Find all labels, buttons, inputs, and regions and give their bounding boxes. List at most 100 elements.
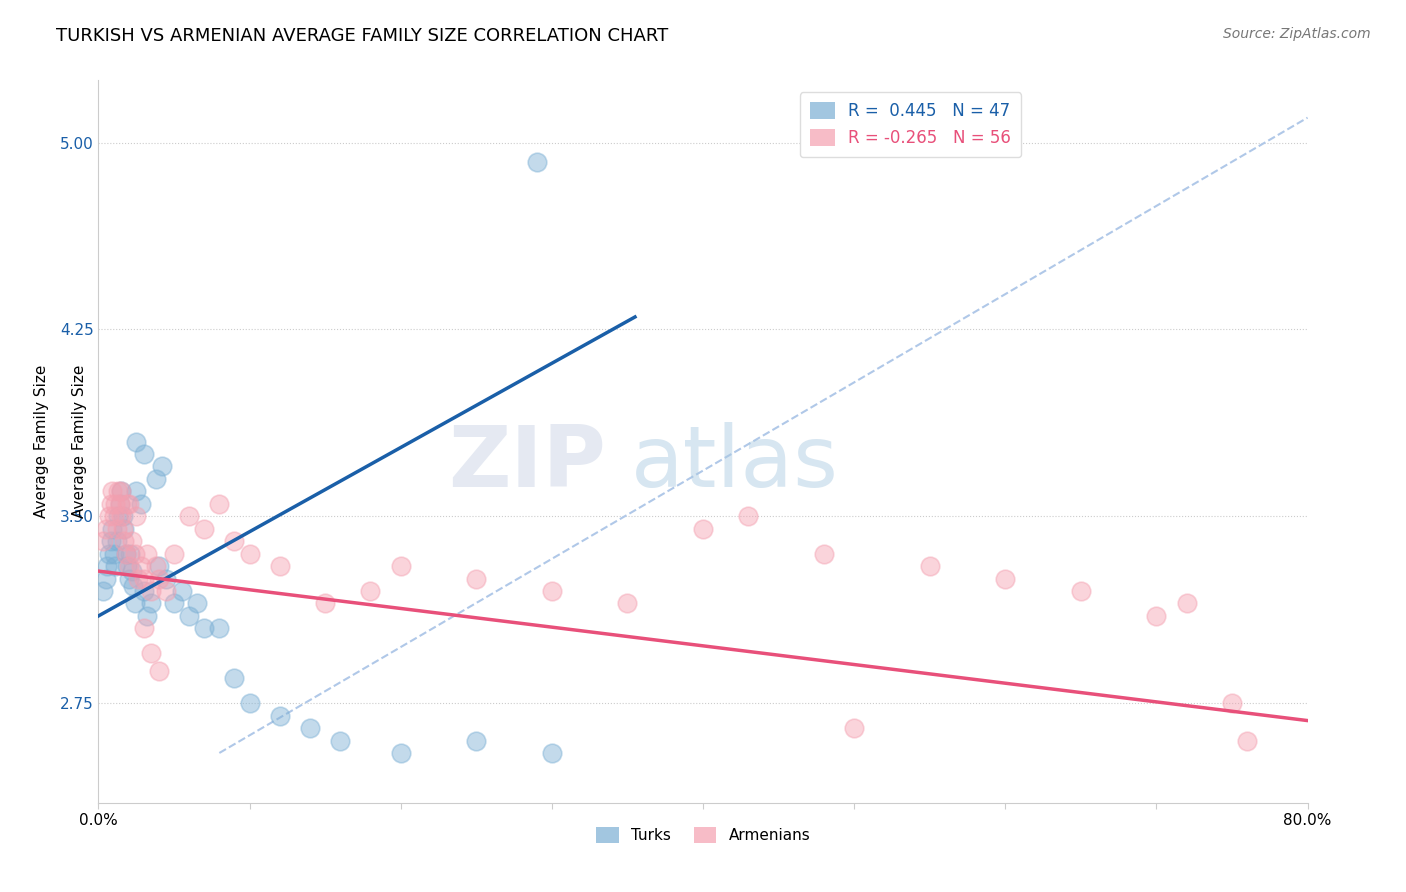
Point — [155, 584, 177, 599]
Point — [616, 597, 638, 611]
Point — [91, 584, 114, 599]
Point — [118, 559, 141, 574]
Point — [224, 671, 246, 685]
Point — [208, 621, 231, 635]
Point — [108, 497, 131, 511]
Point — [269, 559, 291, 574]
Point — [918, 559, 941, 574]
Point — [124, 597, 146, 611]
Point — [111, 509, 134, 524]
Point — [314, 597, 336, 611]
Point — [125, 509, 148, 524]
Point — [135, 609, 157, 624]
Legend: Turks, Armenians: Turks, Armenians — [589, 822, 817, 849]
Point — [389, 746, 412, 760]
Y-axis label: Average Family Size: Average Family Size — [34, 365, 49, 518]
Point — [813, 547, 835, 561]
Point — [465, 733, 488, 747]
Point — [155, 572, 177, 586]
Point — [103, 509, 125, 524]
Point — [150, 459, 173, 474]
Point — [112, 522, 135, 536]
Point — [121, 564, 143, 578]
Point — [141, 597, 163, 611]
Point — [145, 472, 167, 486]
Point — [132, 447, 155, 461]
Point — [104, 497, 127, 511]
Point — [132, 584, 155, 599]
Point — [98, 547, 121, 561]
Point — [135, 547, 157, 561]
Point — [124, 547, 146, 561]
Text: Source: ZipAtlas.com: Source: ZipAtlas.com — [1223, 27, 1371, 41]
Point — [239, 547, 262, 561]
Point — [125, 434, 148, 449]
Text: atlas: atlas — [630, 422, 838, 505]
Point — [125, 484, 148, 499]
Point — [94, 522, 117, 536]
Point — [145, 559, 167, 574]
Point — [163, 597, 186, 611]
Point — [994, 572, 1017, 586]
Point — [121, 534, 143, 549]
Point — [193, 522, 215, 536]
Point — [114, 547, 136, 561]
Point — [118, 497, 141, 511]
Point — [107, 484, 129, 499]
Point — [224, 534, 246, 549]
Point — [148, 559, 170, 574]
Y-axis label: Average Family Size: Average Family Size — [72, 365, 87, 518]
Point — [110, 484, 132, 499]
Point — [360, 584, 382, 599]
Point — [148, 664, 170, 678]
Point — [104, 559, 127, 574]
Point — [105, 534, 128, 549]
Point — [269, 708, 291, 723]
Point — [98, 509, 121, 524]
Point — [108, 497, 131, 511]
Point — [114, 547, 136, 561]
Point — [208, 497, 231, 511]
Point — [526, 155, 548, 169]
Point — [91, 534, 114, 549]
Point — [118, 572, 141, 586]
Point — [110, 509, 132, 524]
Point — [107, 509, 129, 524]
Point — [1220, 696, 1243, 710]
Point — [193, 621, 215, 635]
Point — [127, 572, 149, 586]
Point — [120, 547, 142, 561]
Point — [94, 572, 117, 586]
Point — [100, 497, 122, 511]
Point — [540, 746, 562, 760]
Point — [115, 559, 138, 574]
Point — [132, 621, 155, 635]
Point — [465, 572, 488, 586]
Point — [132, 572, 155, 586]
Point — [1144, 609, 1167, 624]
Point — [103, 547, 125, 561]
Point — [112, 534, 135, 549]
Point — [122, 579, 145, 593]
Point — [100, 534, 122, 549]
Point — [844, 721, 866, 735]
Text: ZIP: ZIP — [449, 422, 606, 505]
Point — [170, 584, 193, 599]
Point — [110, 484, 132, 499]
Point — [141, 584, 163, 599]
Point — [329, 733, 352, 747]
Point — [239, 696, 262, 710]
Point — [141, 646, 163, 660]
Point — [101, 522, 124, 536]
Point — [101, 484, 124, 499]
Text: TURKISH VS ARMENIAN AVERAGE FAMILY SIZE CORRELATION CHART: TURKISH VS ARMENIAN AVERAGE FAMILY SIZE … — [56, 27, 668, 45]
Point — [111, 522, 134, 536]
Point — [105, 522, 128, 536]
Point — [540, 584, 562, 599]
Point — [96, 559, 118, 574]
Point — [1236, 733, 1258, 747]
Point — [692, 522, 714, 536]
Point — [148, 572, 170, 586]
Point — [299, 721, 322, 735]
Point — [186, 597, 208, 611]
